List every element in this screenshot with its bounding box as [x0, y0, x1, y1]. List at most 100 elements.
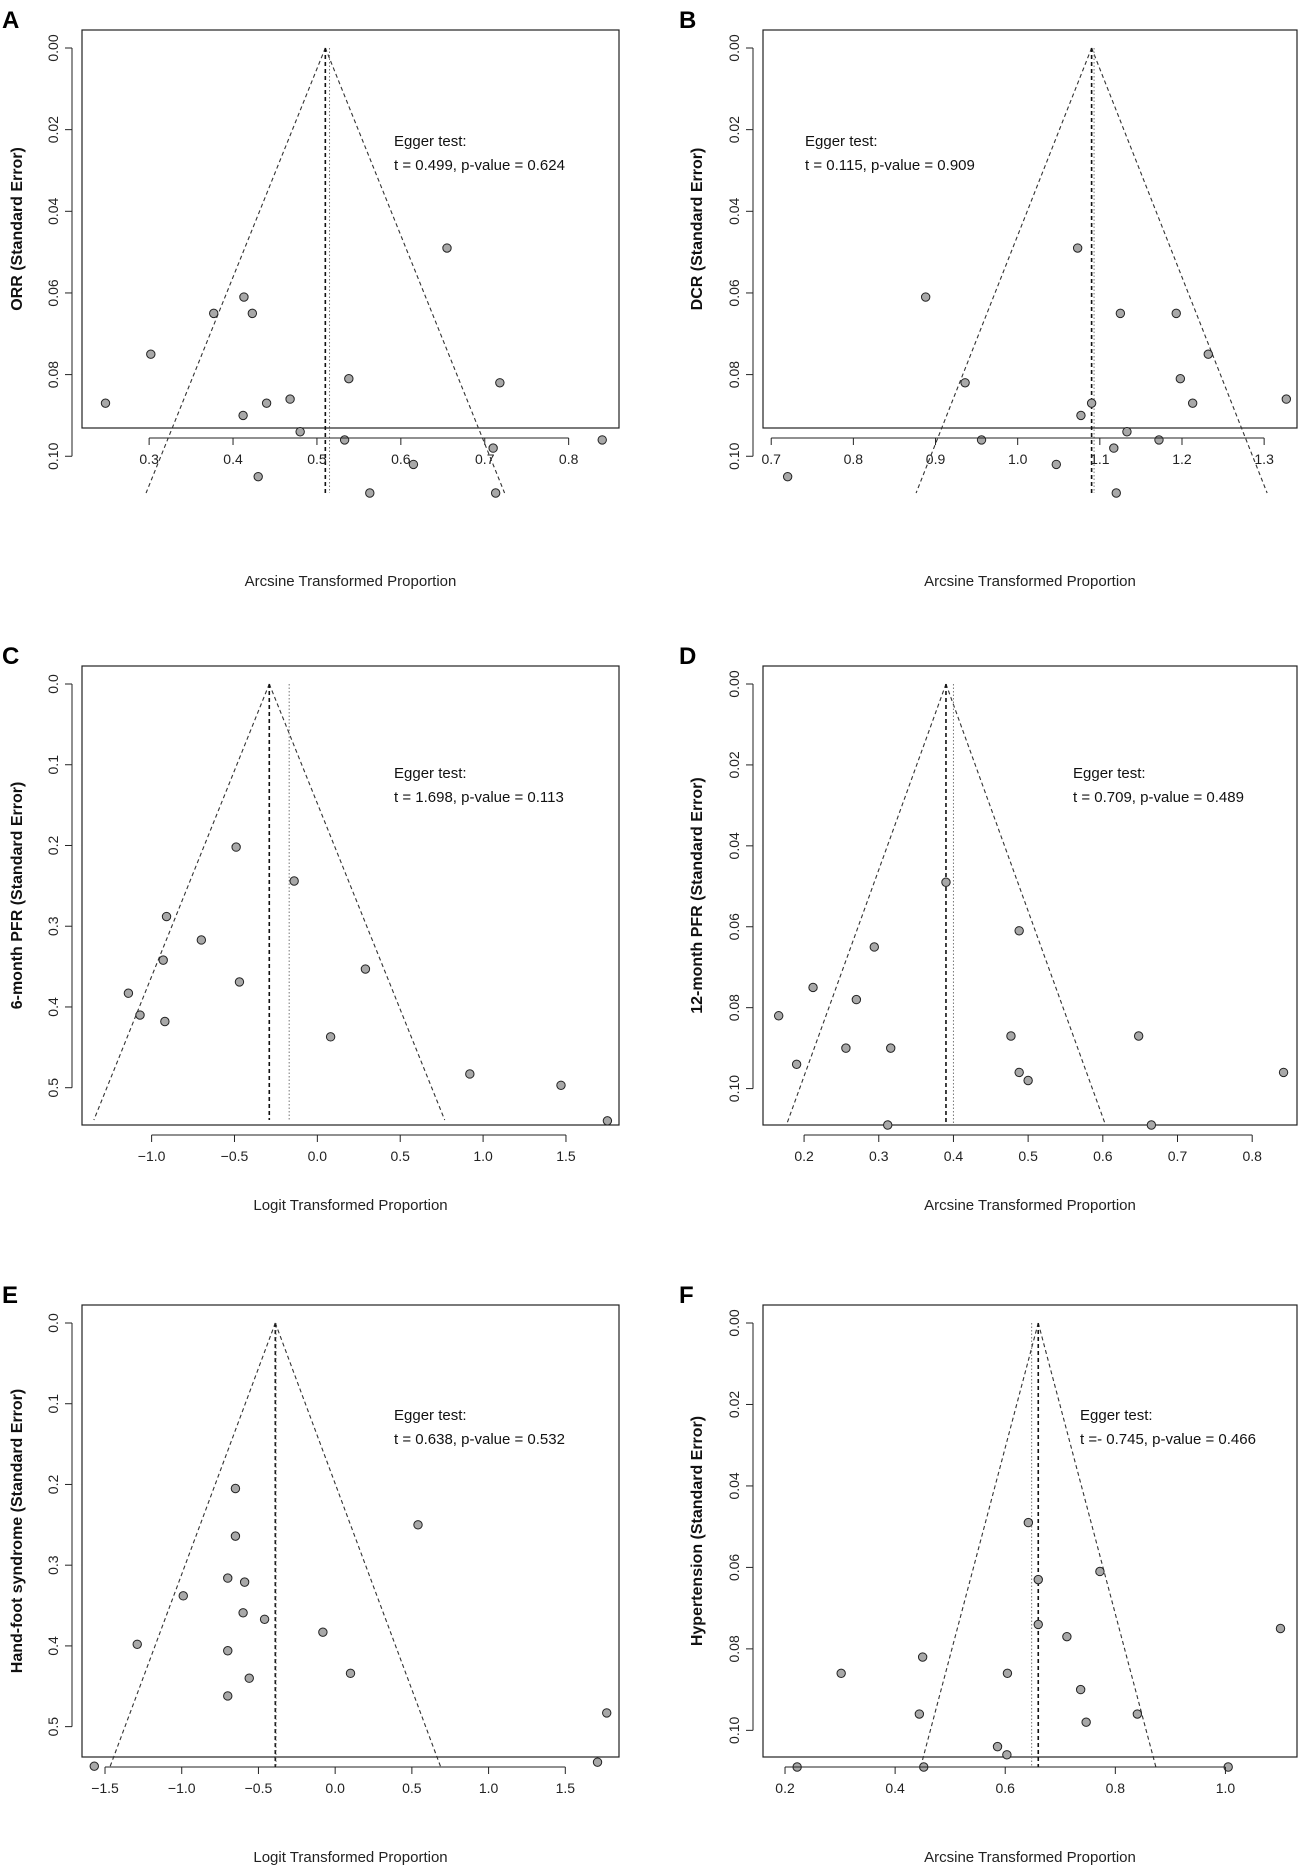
study-point	[289, 876, 299, 886]
x-tick-label: 0.0	[325, 1780, 345, 1796]
study-point	[1187, 398, 1198, 408]
study-point	[259, 1614, 270, 1624]
x-tick-label: 0.5	[1018, 1148, 1038, 1164]
y-tick-label: 0.5	[45, 1078, 61, 1098]
y-tick-label: 0.06	[45, 279, 61, 306]
y-tick-label: 0.00	[726, 670, 742, 697]
egger-test-stats: t = 0.115, p-value = 0.909	[805, 157, 975, 174]
study-point	[244, 1673, 254, 1683]
study-point	[490, 488, 501, 498]
x-tick-label: 0.8	[844, 451, 864, 467]
y-tick-label: 0.02	[726, 1391, 742, 1418]
y-axis-title: Hand-foot syndrome (Standard Error)	[9, 1389, 26, 1673]
egger-test-stats: t =- 0.745, p-value = 0.466	[1080, 1431, 1256, 1448]
x-tick-label: 0.7	[475, 451, 495, 467]
study-point	[1014, 926, 1024, 936]
y-axis-title: Hypertension (Standard Error)	[689, 1416, 706, 1646]
y-tick-label: 0.2	[45, 1475, 61, 1495]
x-tick-label: 0.3	[139, 451, 159, 467]
study-point	[869, 942, 879, 952]
funnel-left-limit	[145, 47, 326, 494]
study-point	[161, 911, 172, 922]
study-point	[160, 1016, 170, 1027]
study-point	[465, 1069, 475, 1079]
x-tick-label: 1.0	[1008, 451, 1028, 467]
study-point	[1002, 1750, 1012, 1760]
x-tick-label: 0.5	[390, 1148, 410, 1164]
study-point	[976, 435, 987, 445]
y-tick-label: 0.1	[45, 755, 61, 775]
panel-f: F 0.2 0.4 0.6 0.8 1.0 0.00 0.02 0.04 0.06 0.08 0.10…	[679, 1282, 1298, 1866]
study-point	[89, 1761, 99, 1771]
y-tick-label: 0.10	[45, 442, 61, 469]
study-point	[230, 1531, 241, 1541]
study-point	[941, 877, 951, 887]
y-tick-label: 0.06	[726, 913, 742, 940]
panel-letter: A	[2, 7, 19, 34]
x-tick-label: 0.6	[391, 451, 411, 467]
x-tick-label: 0.4	[885, 1780, 905, 1796]
study-point	[146, 349, 156, 359]
y-axis-title: 6-month PFR (Standard Error)	[9, 782, 26, 1010]
egger-test-stats: t = 0.638, p-value = 0.532	[394, 1431, 565, 1448]
study-point	[408, 459, 419, 470]
study-point	[1275, 1623, 1286, 1634]
study-point	[886, 1043, 896, 1053]
x-axis-title: Logit Transformed Proportion	[253, 1197, 447, 1214]
x-tick-label: 1.1	[1090, 451, 1110, 467]
x-tick-label: −1.0	[168, 1780, 196, 1796]
study-point	[1081, 1717, 1091, 1727]
study-point	[883, 1120, 893, 1130]
y-tick-label: 0.10	[726, 1075, 742, 1102]
y-tick-label: 0.3	[45, 916, 61, 936]
study-point	[223, 1646, 233, 1656]
x-tick-label: 0.8	[1242, 1148, 1262, 1164]
study-point	[196, 935, 207, 945]
panel-d: D 0.2 0.3 0.4 0.5 0.6 0.7 0.8 0.00 0.02 0.04 0.06 0.…	[679, 643, 1298, 1214]
plot-frame	[762, 665, 1298, 1126]
study-point	[556, 1080, 566, 1090]
study-point	[602, 1708, 612, 1718]
y-tick-label: 0.4	[45, 997, 61, 1017]
study-point	[917, 1652, 928, 1662]
y-tick-label: 0.1	[45, 1394, 61, 1414]
study-point	[488, 443, 498, 453]
study-point	[920, 292, 931, 302]
egger-test-title: Egger test:	[394, 133, 467, 150]
y-tick-label: 0.04	[726, 1472, 742, 1499]
study-point	[1115, 308, 1126, 319]
study-point	[325, 1032, 336, 1042]
y-tick-label: 0.0	[45, 674, 61, 694]
y-axis-title: ORR (Standard Error)	[9, 147, 26, 311]
x-tick-label: 0.0	[308, 1148, 328, 1164]
x-axis-title: Arcsine Transformed Proportion	[924, 1197, 1136, 1214]
panel-letter: B	[679, 7, 696, 34]
x-tick-label: 0.5	[307, 451, 327, 467]
study-point	[1146, 1120, 1157, 1130]
egger-test-title: Egger test:	[394, 765, 467, 782]
egger-test-stats: t = 0.499, p-value = 0.624	[394, 157, 565, 174]
study-point	[1154, 435, 1164, 445]
study-point	[209, 308, 219, 319]
study-point	[602, 1116, 613, 1126]
x-tick-label: 1.5	[556, 1148, 576, 1164]
study-point	[360, 964, 371, 974]
study-point	[1095, 1566, 1105, 1577]
x-tick-label: −0.5	[245, 1780, 273, 1796]
study-point	[1072, 243, 1083, 253]
funnel-left-limit	[920, 1322, 1039, 1768]
study-point	[1002, 1668, 1013, 1679]
study-point	[261, 398, 272, 408]
x-axis-title: Arcsine Transformed Proportion	[924, 1849, 1136, 1866]
x-tick-label: 0.2	[775, 1780, 795, 1796]
y-tick-label: 0.08	[726, 1635, 742, 1662]
study-point	[231, 842, 241, 852]
study-point	[253, 471, 263, 482]
y-tick-label: 0.02	[45, 116, 61, 143]
egger-test-title: Egger test:	[394, 1407, 467, 1424]
y-tick-label: 0.04	[726, 832, 742, 859]
study-point	[247, 308, 258, 319]
panel-letter: E	[2, 1282, 18, 1309]
x-tick-label: 0.4	[944, 1148, 964, 1164]
funnel-right-limit	[268, 683, 446, 1121]
